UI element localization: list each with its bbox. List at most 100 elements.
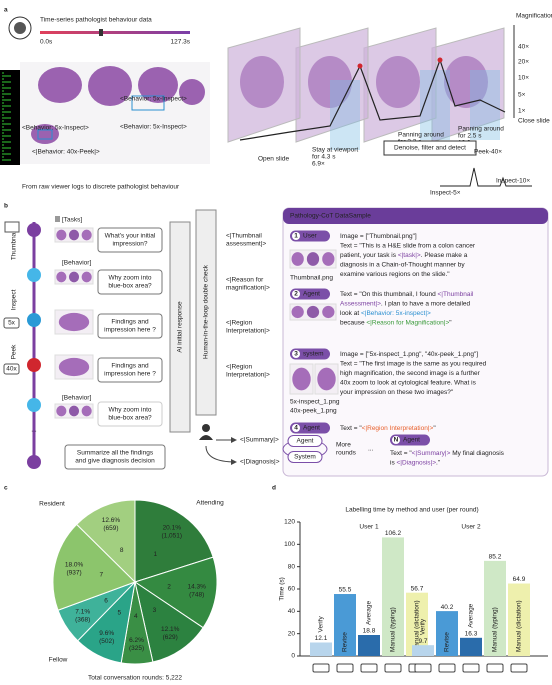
- y-tick-label: 0: [291, 653, 295, 660]
- bar: [358, 635, 380, 656]
- inspect-box: [37, 129, 53, 140]
- slice-name: 7: [100, 571, 104, 578]
- role-index: [292, 424, 300, 432]
- label: AI initial response: [177, 301, 184, 353]
- axis-title: Time (s): [279, 577, 286, 601]
- data-label: (748): [189, 591, 204, 598]
- label: <Behavior: 5x-Inspect>: [120, 96, 187, 103]
- input-icon: [384, 663, 402, 673]
- output: Interpretation|>: [226, 372, 270, 379]
- peek-dot: [437, 57, 443, 63]
- event-trace: [440, 167, 532, 187]
- sample-text: Text = "This is a H&E slide from a colon…: [340, 242, 476, 249]
- data-label: (1,051): [161, 532, 182, 539]
- tissue: [81, 405, 92, 417]
- sample-text: because <|Reason for Magnification|>": [340, 319, 452, 326]
- slice-name: 2: [167, 584, 171, 591]
- label: System: [294, 454, 316, 461]
- timeline: [40, 31, 190, 34]
- pie-slice: [133, 556, 218, 629]
- data-label: (937): [67, 570, 82, 577]
- series-name: Manual (dictation): [516, 600, 523, 652]
- sample-text: is <|Diagnosis|>.": [390, 459, 441, 466]
- label: Close slide: [518, 118, 550, 125]
- data-label: (502): [99, 638, 114, 645]
- label: <|Behavior: 40x-Peek|>: [32, 149, 100, 156]
- timeline-handle: [99, 29, 103, 36]
- slice-name: 3: [153, 607, 157, 614]
- bar: [484, 560, 506, 656]
- data-label: 85.2: [489, 554, 502, 561]
- view-column: [330, 80, 360, 150]
- group-label: Attending: [196, 500, 224, 507]
- label: Inspect-5×: [430, 190, 461, 197]
- bar: [508, 583, 530, 656]
- tick-label: 5×: [518, 92, 526, 99]
- label: Thumbnail: [11, 229, 18, 260]
- data-label: (659): [103, 525, 118, 532]
- label: <Behavior: 5x-Inspect>: [22, 125, 89, 132]
- annotation: 6.9×: [312, 161, 325, 168]
- input-icon: [312, 663, 330, 673]
- sample-text: 40x zoom to look at cytological feature.…: [340, 379, 477, 386]
- role-index: [292, 232, 300, 240]
- prompt-box: [97, 227, 163, 253]
- slice-name: 6: [104, 597, 108, 604]
- tissue: [322, 305, 335, 319]
- chart-title: Labelling time by method and user (per r…: [345, 507, 478, 514]
- timeline-node: [27, 313, 41, 327]
- prompt: What's your initial: [105, 233, 156, 240]
- prompt-box: [64, 444, 166, 470]
- tissue: [292, 367, 311, 391]
- label: From raw viewer logs to discrete patholo…: [22, 184, 180, 191]
- prompt: blue-box area?: [108, 283, 152, 290]
- label: Agent: [297, 438, 314, 445]
- panel-label: d: [272, 485, 276, 492]
- sample-text: Text = "On this thumbnail, I found <|Thu…: [340, 291, 474, 298]
- icon: [3, 363, 20, 375]
- pie-slice: [75, 499, 136, 584]
- prompt: Findings and: [111, 319, 149, 326]
- prompt: Why zoom into: [109, 275, 152, 282]
- role-badge: [290, 230, 330, 242]
- label: [Behavior]: [62, 260, 91, 267]
- label: Peek: [11, 344, 18, 360]
- tissue: [88, 66, 132, 106]
- label: ...: [368, 446, 374, 453]
- sample-text: high magnification, the second image is …: [340, 370, 481, 377]
- data-label: 9.7: [418, 638, 427, 645]
- tissue: [58, 357, 90, 377]
- label: Human-in-the-loop double check: [203, 264, 210, 359]
- label: 0.0s: [40, 39, 53, 46]
- label: <Behavior: 5x-Inspect>: [120, 124, 187, 131]
- data-label: 7.1%: [75, 609, 90, 616]
- timeline-node: [27, 268, 41, 282]
- sample-text: Text = "<|Summary|> My final diagnosis: [390, 450, 505, 457]
- label: 4: [294, 425, 298, 432]
- panel-label: a: [4, 7, 8, 14]
- group-label: Fellow: [49, 657, 68, 664]
- role-index: [392, 436, 400, 444]
- label: Agent: [303, 291, 320, 298]
- arrow: [205, 445, 237, 465]
- timeline-node: [27, 455, 41, 469]
- y-tick-label: 60: [288, 586, 296, 593]
- series-name: Revise: [444, 632, 451, 652]
- annotation: Stay at viewport: [312, 147, 358, 154]
- loop-arrow: [282, 442, 289, 456]
- label: Total conversation rounds: 5,222: [88, 675, 182, 682]
- annotation: Panning around: [398, 132, 444, 139]
- sample-text: your impression on these two images?": [340, 389, 454, 396]
- data-label: 12.1%: [161, 626, 180, 633]
- view-column: [420, 70, 450, 140]
- slice-name: 4: [134, 613, 138, 620]
- sample-text: examine various regions on the slide.": [340, 271, 450, 278]
- loop-node: [287, 435, 323, 447]
- tissue: [81, 271, 92, 283]
- panel-label: b: [4, 203, 8, 210]
- data-label: 12.1: [315, 635, 328, 642]
- peek-dot: [357, 63, 363, 69]
- annotation: for 2.5 s: [458, 133, 482, 140]
- tissue: [68, 271, 80, 283]
